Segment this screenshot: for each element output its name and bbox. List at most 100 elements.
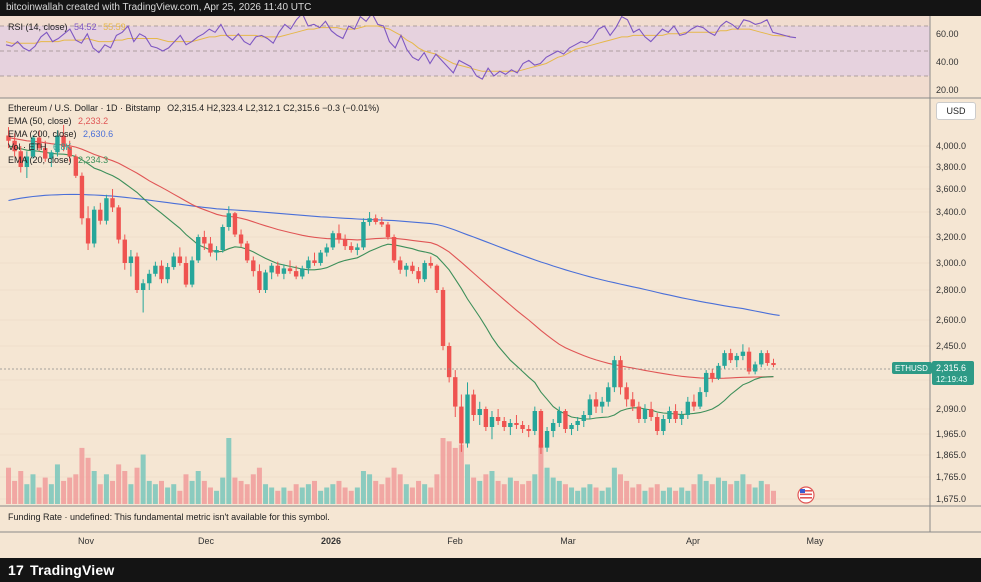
- volume-bar: [709, 484, 715, 504]
- price-tick-label: 4,000.0: [936, 141, 966, 151]
- volume-bar: [495, 480, 501, 504]
- currency-button[interactable]: USD: [936, 102, 976, 120]
- volume-bar: [520, 484, 526, 504]
- volume-bar: [624, 480, 630, 504]
- candle-body: [636, 406, 642, 419]
- candle-body: [171, 256, 176, 268]
- candle-body: [24, 156, 30, 167]
- candle-body: [379, 222, 385, 225]
- ema50-legend: EMA (50, close) 2,233.2: [8, 116, 108, 126]
- volume-bar: [471, 477, 477, 504]
- time-tick-label: Feb: [447, 536, 463, 546]
- candle-body: [691, 401, 697, 407]
- last-price-tag: [932, 361, 974, 385]
- candle-body: [30, 137, 36, 157]
- candle-body: [606, 387, 611, 402]
- symbol-tag: [892, 362, 932, 374]
- candle-body: [91, 209, 97, 244]
- volume-bar: [556, 480, 562, 504]
- volume-bar: [48, 484, 54, 504]
- candle-body: [618, 360, 623, 388]
- volume-bar: [360, 471, 366, 504]
- header-bar: bitcoinwallah created with TradingView.c…: [0, 0, 981, 16]
- price-pane: [0, 99, 930, 506]
- candle-body: [599, 401, 605, 407]
- candle-body: [563, 411, 568, 429]
- volume-bar: [348, 490, 354, 504]
- volume-bar: [207, 487, 213, 504]
- tradingview-logo-icon: 17: [8, 562, 24, 578]
- volume-bar: [691, 484, 697, 504]
- candle-body: [73, 156, 79, 176]
- price-tick-label: 3,800.0: [936, 162, 966, 172]
- rsi-tick-label: 60.00: [936, 29, 959, 39]
- candle-body: [416, 271, 421, 280]
- candle-body: [183, 263, 189, 285]
- volume-bar: [679, 487, 685, 504]
- candle-body: [373, 218, 378, 222]
- candle-body: [43, 148, 48, 159]
- volume-value: 6.8K: [53, 142, 72, 152]
- volume-bar: [201, 480, 207, 504]
- time-tick-label: Apr: [686, 536, 700, 546]
- volume-bar: [391, 467, 397, 504]
- us-flag-icon[interactable]: [797, 486, 815, 504]
- ema20-label: EMA (20, close): [8, 155, 72, 165]
- rsi-tick-label: 40.00: [936, 57, 959, 67]
- candle-body: [655, 417, 660, 431]
- candle-body: [110, 198, 115, 208]
- volume-bar: [764, 484, 770, 504]
- volume-bar: [287, 490, 293, 504]
- volume-bar: [673, 490, 679, 504]
- volume-bar: [703, 480, 709, 504]
- candle-body: [226, 213, 232, 227]
- candle-body: [440, 290, 446, 346]
- candle-body: [300, 268, 305, 277]
- volume-bar: [122, 471, 128, 504]
- candle-body: [520, 425, 525, 429]
- candle-body: [324, 247, 329, 253]
- price-tick-label: 1,865.0: [936, 450, 966, 460]
- volume-bar: [318, 490, 324, 504]
- volume-bar: [507, 477, 513, 504]
- candle-body: [624, 387, 629, 400]
- volume-bar: [379, 484, 385, 504]
- candle-body: [544, 431, 550, 448]
- candle-body: [648, 409, 654, 417]
- volume-bar: [593, 487, 599, 504]
- candle-body: [642, 409, 648, 419]
- candle-body: [410, 265, 415, 272]
- volume-bar: [752, 487, 758, 504]
- volume-bar: [489, 471, 495, 504]
- volume-bar: [660, 490, 666, 504]
- volume-bar: [18, 471, 24, 504]
- symbol-title: Ethereum / U.S. Dollar · 1D · Bitstamp: [8, 103, 161, 113]
- candle-body: [232, 213, 238, 235]
- candle-body: [318, 252, 323, 263]
- time-tick-label: Nov: [78, 536, 95, 546]
- volume-bar: [30, 474, 36, 504]
- candle-body: [550, 423, 556, 431]
- candle-body: [434, 265, 440, 290]
- volume-bar: [428, 487, 434, 504]
- candle-body: [587, 399, 593, 415]
- candle-body: [495, 417, 501, 421]
- candle-body: [508, 423, 513, 427]
- footer-bar: 17 TradingView: [0, 558, 981, 582]
- volume-bar: [458, 444, 464, 504]
- tradingview-logo[interactable]: 17 TradingView: [8, 562, 114, 578]
- price-tick-label: 1,965.0: [936, 429, 966, 439]
- volume-bar: [12, 480, 18, 504]
- candle-body: [771, 363, 776, 366]
- volume-bar: [544, 467, 550, 504]
- volume-bar: [110, 480, 116, 504]
- chart-canvas[interactable]: 60.00 40.00 20.00 4,000.0 3,800.0 3,600.0 3,4…: [0, 16, 981, 556]
- volume-bar: [605, 487, 611, 504]
- candle-body: [459, 406, 464, 444]
- candle-body: [342, 239, 348, 247]
- ohlc-values: O2,315.4 H2,323.4 L2,312.1 C2,315.6 −0.3…: [167, 103, 380, 113]
- volume-bar: [281, 487, 287, 504]
- volume-bar: [238, 480, 244, 504]
- volume-bar: [685, 490, 691, 504]
- candle-body: [502, 421, 507, 427]
